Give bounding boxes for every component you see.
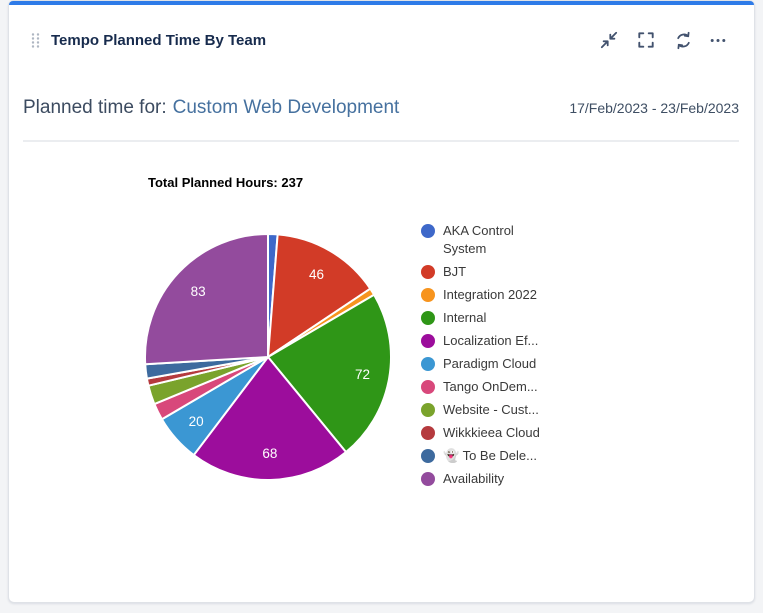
pie-slice-value: 20 xyxy=(189,414,204,429)
pie-slice-value: 72 xyxy=(355,367,370,382)
legend-item-1[interactable]: BJT xyxy=(421,263,571,281)
collapse-button[interactable] xyxy=(596,27,622,53)
pie-slice-3[interactable] xyxy=(267,293,392,454)
legend-label: BJT xyxy=(443,264,467,279)
legend-color-dot xyxy=(421,426,435,440)
legend-label: Internal xyxy=(443,310,487,325)
widget-toolbar xyxy=(596,27,729,53)
legend-item-3[interactable]: Internal xyxy=(421,309,571,327)
legend-item-7[interactable]: Website - Cust... xyxy=(421,401,571,419)
pie-slice-value: 46 xyxy=(309,267,324,282)
tempo-widget-card: Tempo Planned Time By Team xyxy=(8,0,755,603)
legend-color-dot xyxy=(421,334,435,348)
divider xyxy=(23,140,739,142)
fullscreen-icon xyxy=(637,31,655,49)
legend-label: Localization Ef... xyxy=(443,333,539,348)
legend-color-dot xyxy=(421,472,435,486)
legend-item-2[interactable]: Integration 2022 xyxy=(421,286,571,304)
legend-label: Integration 2022 xyxy=(443,287,537,302)
legend-label: Availability xyxy=(443,471,505,486)
more-button[interactable] xyxy=(707,27,729,53)
legend-item-10[interactable]: Availability xyxy=(421,470,571,488)
legend-item-0[interactable]: AKA Control System xyxy=(421,222,571,258)
refresh-button[interactable] xyxy=(670,27,696,53)
legend-color-dot xyxy=(421,311,435,325)
chart-area: Total Planned Hours: 237 46 72 68 20 83 AKA … xyxy=(9,142,754,602)
chart-title: Total Planned Hours: 237 xyxy=(148,175,304,190)
legend-color-dot xyxy=(421,224,435,238)
legend-color-dot xyxy=(421,288,435,302)
more-icon xyxy=(709,31,727,49)
legend-color-dot xyxy=(421,357,435,371)
legend-item-5[interactable]: Paradigm Cloud xyxy=(421,355,571,373)
legend-label: 👻 To Be Dele... xyxy=(443,448,537,463)
pie-slice-value: 83 xyxy=(191,284,206,299)
refresh-icon xyxy=(674,31,693,50)
legend-item-9[interactable]: 👻 To Be Dele... xyxy=(421,447,571,465)
legend-label: AKA Control System xyxy=(443,223,514,256)
widget-header: Tempo Planned Time By Team xyxy=(31,27,729,53)
report-subheader: Planned time for: Custom Web Development… xyxy=(23,97,739,119)
collapse-icon xyxy=(600,31,618,49)
legend-label: Tango OnDem... xyxy=(443,379,538,394)
legend-label: Paradigm Cloud xyxy=(443,356,537,371)
pie-slice-1[interactable] xyxy=(267,233,372,358)
legend-item-6[interactable]: Tango OnDem... xyxy=(421,378,571,396)
drag-handle-icon[interactable] xyxy=(31,32,41,48)
legend-color-dot xyxy=(421,265,435,279)
pie-slice-value: 68 xyxy=(262,446,277,461)
fullscreen-button[interactable] xyxy=(633,27,659,53)
pie-slice-10[interactable] xyxy=(144,233,269,366)
planned-time-label: Planned time for: xyxy=(23,97,167,118)
pie-slice-4[interactable] xyxy=(192,356,348,481)
legend-label: Website - Cust... xyxy=(443,402,539,417)
legend-item-4[interactable]: Localization Ef... xyxy=(421,332,571,350)
legend-color-dot xyxy=(421,403,435,417)
card-accent-bar xyxy=(9,1,754,5)
team-name: Custom Web Development xyxy=(172,97,400,118)
pie-chart: 46 72 68 20 83 xyxy=(144,233,392,481)
legend-color-dot xyxy=(421,449,435,463)
legend-item-8[interactable]: Wikkkieea Cloud xyxy=(421,424,571,442)
date-range: 17/Feb/2023 - 23/Feb/2023 xyxy=(569,100,739,116)
legend-color-dot xyxy=(421,380,435,394)
widget-title: Tempo Planned Time By Team xyxy=(51,31,267,49)
chart-legend: AKA Control System BJT Integration 2022 Int… xyxy=(421,222,571,493)
legend-label: Wikkkieea Cloud xyxy=(443,425,540,440)
